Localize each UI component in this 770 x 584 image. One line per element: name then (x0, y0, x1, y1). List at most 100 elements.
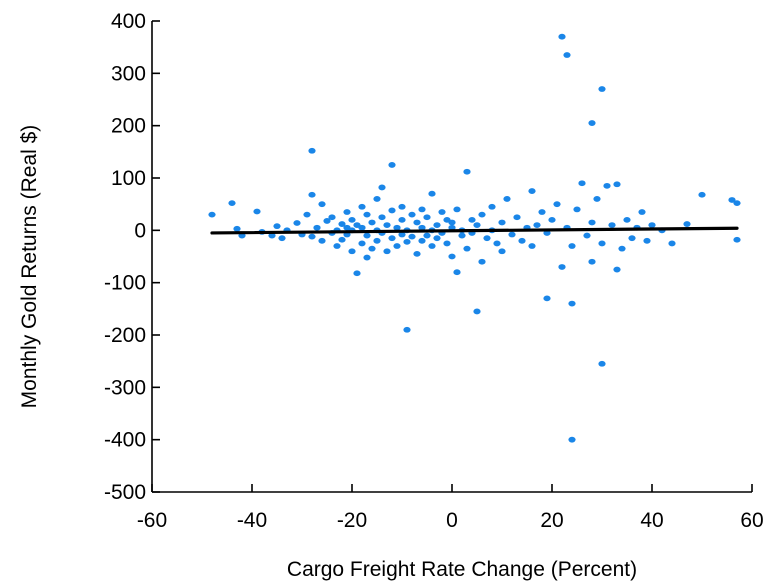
x-tick-label: -60 (137, 509, 167, 532)
data-point (498, 219, 506, 226)
data-point (603, 182, 611, 189)
data-point (548, 216, 556, 223)
data-point (378, 214, 386, 221)
data-point (308, 233, 316, 240)
data-point (513, 214, 521, 221)
data-point (488, 203, 496, 210)
data-point (588, 258, 596, 265)
data-point (573, 206, 581, 213)
data-point (348, 248, 356, 255)
data-point (368, 245, 376, 252)
data-point (233, 225, 241, 232)
data-point (623, 216, 631, 223)
data-point (453, 269, 461, 276)
data-point (228, 200, 236, 207)
data-point (568, 243, 576, 249)
data-point (613, 266, 621, 273)
data-point (568, 436, 576, 443)
data-points (208, 33, 741, 443)
y-tick-label: -500 (104, 481, 146, 504)
regression-line (210, 226, 739, 235)
data-point (378, 184, 386, 191)
data-point (343, 209, 351, 215)
data-point (368, 219, 376, 226)
y-tick-label: -400 (104, 429, 146, 452)
x-axis-title: Cargo Freight Rate Change (Percent) (287, 558, 637, 581)
data-point (208, 211, 216, 218)
data-point (318, 237, 326, 244)
data-point (588, 120, 596, 126)
fit-line-group (210, 226, 739, 235)
data-point (538, 209, 546, 215)
data-point (458, 232, 466, 239)
data-point (423, 232, 431, 239)
data-point (613, 181, 621, 188)
data-point (398, 203, 406, 210)
data-point (478, 258, 486, 265)
data-point (733, 236, 741, 243)
data-point (358, 224, 366, 231)
data-point (413, 250, 421, 257)
data-point (553, 201, 561, 208)
data-point (373, 196, 381, 202)
data-point (498, 248, 506, 255)
y-tick-label: 200 (111, 115, 146, 138)
data-point (578, 180, 586, 187)
data-point (408, 211, 416, 218)
data-point (508, 231, 516, 238)
data-point (418, 206, 426, 213)
y-tick-label: -300 (104, 376, 146, 399)
y-tick-label: 400 (111, 10, 146, 33)
data-point (388, 162, 396, 168)
data-point (358, 240, 366, 247)
data-point (438, 209, 446, 215)
data-point (383, 248, 391, 255)
data-point (393, 243, 401, 249)
data-point (453, 206, 461, 213)
data-point (428, 243, 436, 249)
data-point (388, 235, 396, 242)
y-tick-label: 0 (134, 219, 146, 242)
data-point (308, 147, 316, 154)
data-point (473, 222, 481, 229)
data-point (423, 214, 431, 221)
data-point (543, 295, 551, 302)
y-tick-label: 100 (111, 167, 146, 190)
data-point (383, 222, 391, 229)
data-point (403, 238, 411, 245)
data-point (268, 232, 276, 239)
data-point (638, 209, 646, 215)
data-point (403, 326, 411, 333)
data-point (273, 223, 281, 230)
data-point (443, 240, 451, 247)
data-point (363, 211, 371, 218)
data-point (448, 253, 456, 260)
data-point (568, 300, 576, 307)
data-point (253, 208, 261, 215)
data-point (388, 207, 396, 214)
data-point (463, 168, 471, 175)
data-point (413, 219, 421, 226)
data-point (433, 235, 441, 242)
data-point (733, 200, 741, 207)
data-point (358, 203, 366, 210)
data-point (428, 190, 436, 197)
data-point (308, 191, 316, 198)
y-tick-label: -200 (104, 324, 146, 347)
data-point (328, 214, 336, 221)
data-point (363, 232, 371, 239)
x-tick-label: -20 (337, 509, 367, 532)
data-point (353, 270, 361, 277)
data-point (418, 224, 426, 231)
data-point (598, 86, 606, 92)
data-point (418, 237, 426, 244)
x-tick-label: -40 (237, 509, 267, 532)
data-point (303, 211, 311, 218)
data-point (448, 219, 456, 226)
data-point (393, 224, 401, 231)
data-point (323, 218, 331, 224)
data-point (398, 231, 406, 238)
data-point (478, 211, 486, 218)
